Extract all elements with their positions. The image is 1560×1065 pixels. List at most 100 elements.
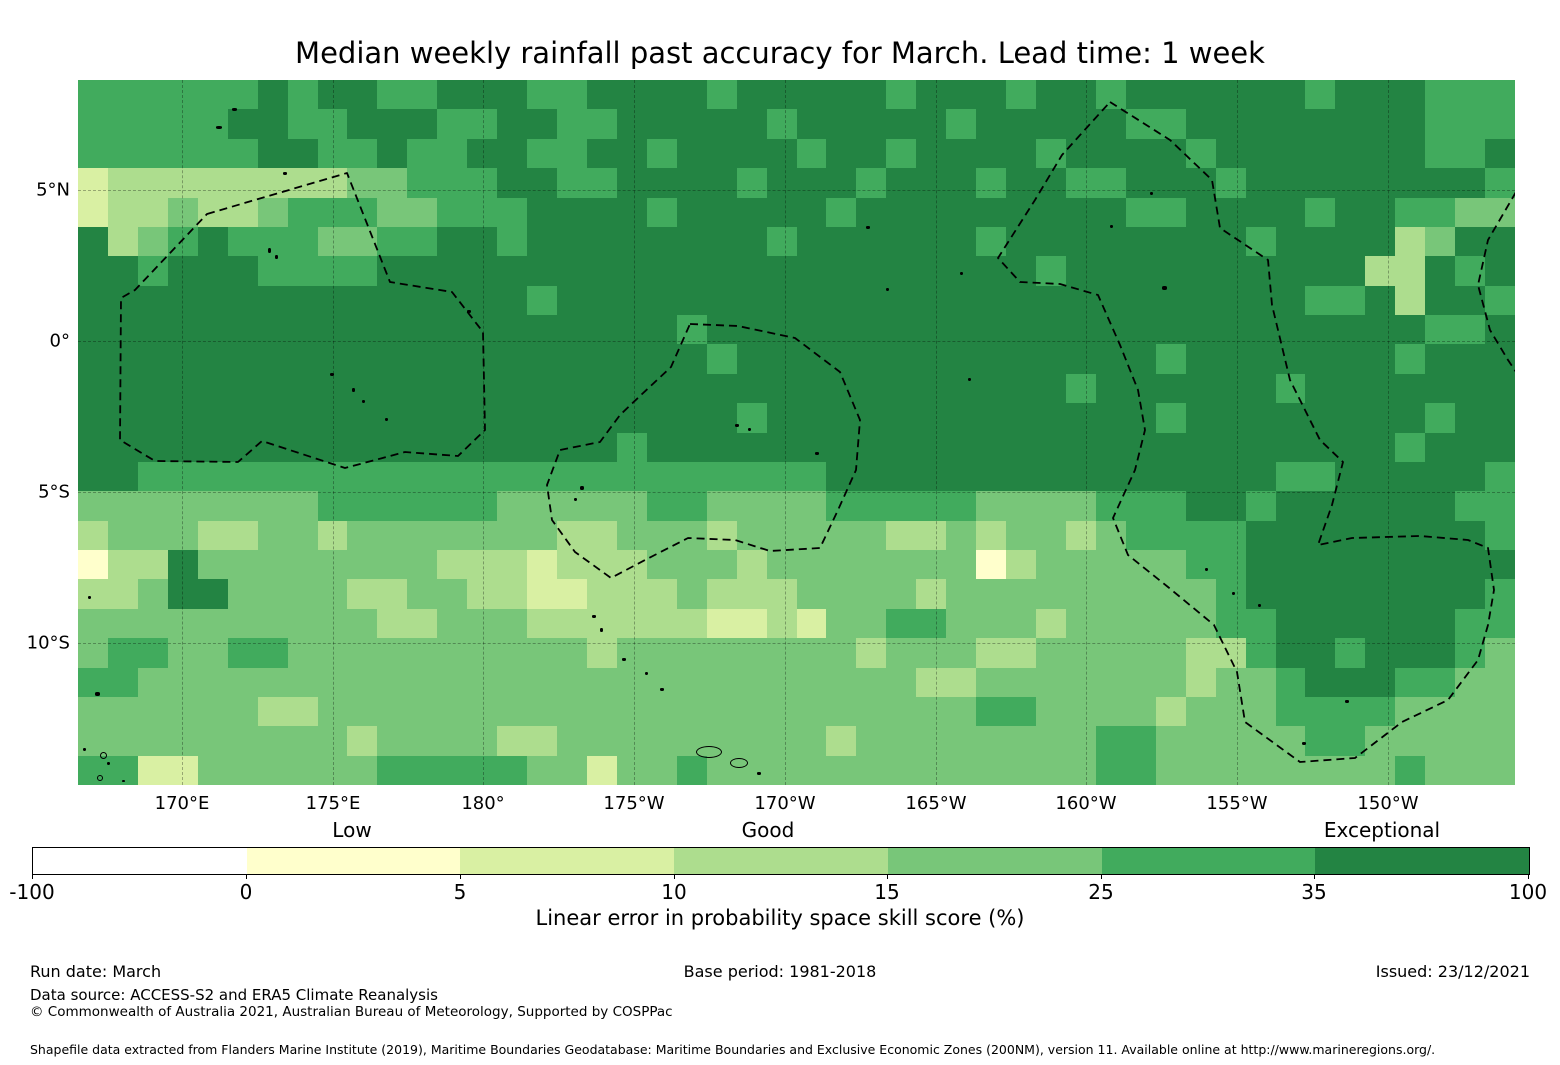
raster-cell xyxy=(886,520,917,550)
base-period-text: Base period: 1981-2018 xyxy=(683,962,877,981)
raster-cell xyxy=(197,197,228,227)
raster-cell xyxy=(317,80,348,110)
raster-cell xyxy=(437,373,468,404)
raster-cell xyxy=(826,638,857,668)
raster-cell xyxy=(317,491,348,521)
colorbar-tick-mark xyxy=(460,874,461,879)
raster-cell xyxy=(497,403,528,433)
raster-cell xyxy=(1245,197,1276,227)
raster-cell xyxy=(407,226,438,257)
raster-cell xyxy=(1305,80,1336,110)
raster-cell xyxy=(197,109,228,139)
raster-cell xyxy=(1155,696,1186,727)
raster-cell xyxy=(167,138,198,169)
raster-cell xyxy=(946,109,977,139)
raster-cell xyxy=(976,197,1007,227)
raster-cell xyxy=(616,403,647,433)
raster-cell xyxy=(1455,726,1486,756)
raster-cell xyxy=(557,138,587,169)
raster-cell xyxy=(976,138,1007,169)
raster-cell xyxy=(527,491,557,521)
raster-cell xyxy=(796,109,827,139)
raster-cell xyxy=(916,315,947,345)
raster-cell xyxy=(1185,755,1216,785)
raster-cell xyxy=(1455,109,1486,139)
raster-cell xyxy=(437,667,468,697)
raster-cell xyxy=(377,550,408,580)
raster-cell xyxy=(167,461,198,492)
map-panel xyxy=(78,80,1515,785)
raster-cell xyxy=(78,755,108,785)
raster-cell xyxy=(1455,579,1486,609)
colorbar xyxy=(32,847,1530,875)
raster-cell xyxy=(1036,344,1066,374)
raster-cell xyxy=(886,491,917,521)
raster-cell xyxy=(886,403,917,433)
raster-cell xyxy=(1006,315,1036,345)
raster-cell xyxy=(1065,403,1096,433)
raster-cell xyxy=(137,726,168,756)
raster-cell xyxy=(1006,197,1036,227)
raster-cell xyxy=(1095,608,1126,639)
raster-cell xyxy=(497,667,528,697)
raster-cell xyxy=(1125,520,1156,550)
raster-cell xyxy=(377,285,408,315)
raster-cell xyxy=(796,344,827,374)
raster-cell xyxy=(1065,344,1096,374)
raster-cell xyxy=(1185,667,1216,697)
raster-cell xyxy=(437,138,468,169)
raster-cell xyxy=(227,579,258,609)
raster-cell xyxy=(766,755,797,785)
raster-cell xyxy=(1365,726,1396,756)
raster-cell xyxy=(1455,373,1486,404)
raster-cell xyxy=(407,344,438,374)
raster-cell xyxy=(976,80,1007,110)
raster-cell xyxy=(1365,608,1396,639)
raster-cell xyxy=(527,755,557,785)
raster-cell xyxy=(287,755,318,785)
raster-cell xyxy=(1245,226,1276,257)
x-tick-label: 175°E xyxy=(305,793,361,814)
raster-cell xyxy=(107,755,138,785)
raster-cell xyxy=(467,726,498,756)
raster-cell xyxy=(1335,285,1366,315)
raster-cell xyxy=(137,638,168,668)
raster-cell xyxy=(1095,197,1126,227)
raster-cell xyxy=(197,138,228,169)
raster-cell xyxy=(197,491,228,521)
raster-cell xyxy=(1305,667,1336,697)
raster-cell xyxy=(856,608,887,639)
raster-cell xyxy=(1275,667,1306,697)
raster-cell xyxy=(976,109,1007,139)
raster-cell xyxy=(527,138,557,169)
raster-cell xyxy=(1155,579,1186,609)
raster-cell xyxy=(1036,696,1066,727)
raster-cell xyxy=(377,667,408,697)
raster-cell xyxy=(856,403,887,433)
raster-cell xyxy=(676,226,707,257)
raster-cell xyxy=(1305,138,1336,169)
raster-cell xyxy=(317,696,348,727)
raster-cell xyxy=(1305,696,1336,727)
raster-cell xyxy=(706,491,737,521)
raster-cell xyxy=(1215,285,1246,315)
raster-cell xyxy=(1335,667,1366,697)
raster-cell xyxy=(377,109,408,139)
raster-cell xyxy=(916,579,947,609)
raster-cell xyxy=(826,315,857,345)
raster-cell xyxy=(227,726,258,756)
raster-cell xyxy=(467,667,498,697)
raster-cell xyxy=(1365,520,1396,550)
raster-cell xyxy=(377,168,408,198)
raster-cell xyxy=(227,696,258,727)
raster-cell xyxy=(527,608,557,639)
raster-cell xyxy=(1245,491,1276,521)
raster-cell xyxy=(646,696,677,727)
raster-cell xyxy=(676,109,707,139)
raster-cell xyxy=(766,197,797,227)
raster-cell xyxy=(886,226,917,257)
raster-cell xyxy=(676,667,707,697)
raster-cell xyxy=(856,550,887,580)
raster-cell xyxy=(1305,638,1336,668)
raster-cell xyxy=(1275,197,1306,227)
